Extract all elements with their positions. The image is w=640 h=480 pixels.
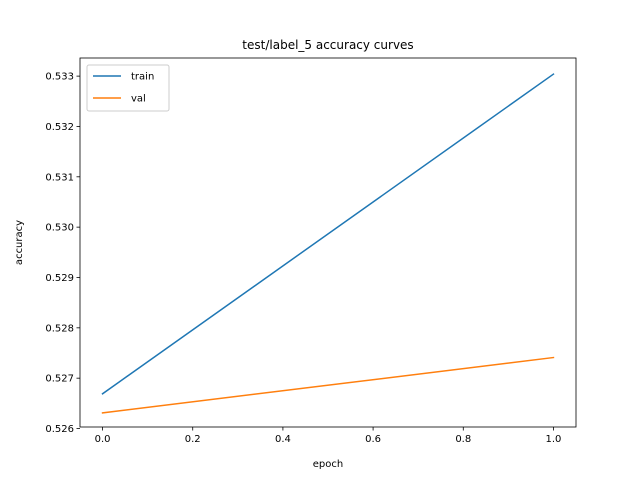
y-tick-label: 0.528 <box>45 323 74 334</box>
x-axis-ticks: 0.0 0.2 0.4 0.6 0.8 1.0 <box>95 427 562 445</box>
y-tick-label: 0.533 <box>45 72 74 83</box>
y-axis-ticks: 0.526 0.527 0.528 0.529 0.530 0.531 0.532 0.533 <box>45 72 80 435</box>
series-layer <box>101 73 555 414</box>
legend-label-val: val <box>131 94 146 105</box>
y-tick-label: 0.526 <box>45 424 74 435</box>
plot-area <box>80 58 576 427</box>
legend-box <box>86 64 170 112</box>
x-axis-label: epoch <box>313 459 343 470</box>
series-line-train <box>101 73 555 395</box>
legend-label-train: train <box>131 72 154 83</box>
x-tick-label: 0.4 <box>275 434 291 445</box>
y-tick-label: 0.530 <box>45 223 74 234</box>
x-tick-label: 1.0 <box>546 434 562 445</box>
x-tick-label: 0.8 <box>455 434 471 445</box>
chart-title: test/label_5 accuracy curves <box>242 38 413 52</box>
y-axis-label: accuracy <box>14 220 25 265</box>
y-tick-label: 0.527 <box>45 374 74 385</box>
y-tick-label: 0.532 <box>45 122 74 133</box>
x-tick-label: 0.2 <box>185 434 201 445</box>
series-line-val <box>101 356 555 414</box>
y-tick-label: 0.529 <box>45 273 74 284</box>
x-tick-label: 0.0 <box>95 434 111 445</box>
legend: train val <box>86 64 170 112</box>
y-tick-label: 0.531 <box>45 172 74 183</box>
plot-frame <box>79 57 577 428</box>
x-tick-label: 0.6 <box>365 434 381 445</box>
